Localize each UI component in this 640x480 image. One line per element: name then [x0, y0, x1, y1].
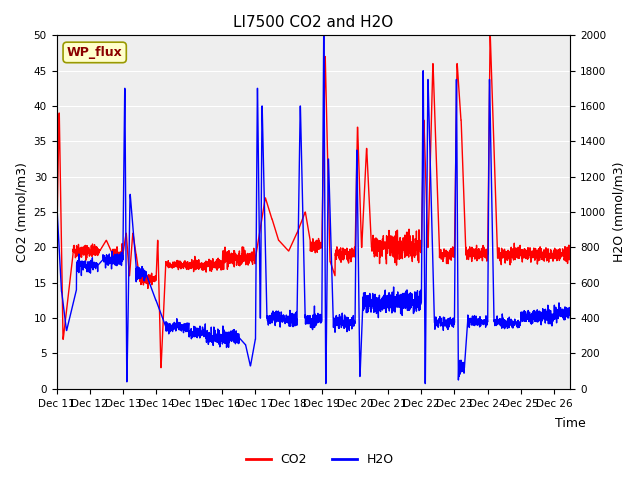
X-axis label: Time: Time	[555, 417, 586, 430]
H2O	[502, 318, 509, 324]
CO2	[566, 252, 574, 257]
H2O	[111, 262, 119, 268]
Title: LI7500 CO2 and H2O: LI7500 CO2 and H2O	[234, 15, 394, 30]
CO2	[557, 254, 564, 260]
Legend: CO2, H2O: CO2, H2O	[241, 448, 399, 471]
Line: CO2: CO2	[56, 36, 570, 368]
Line: H2O: H2O	[56, 36, 570, 384]
CO2	[486, 33, 494, 38]
CO2	[157, 365, 164, 371]
CO2	[272, 229, 280, 235]
H2O	[272, 315, 280, 321]
Text: WP_flux: WP_flux	[67, 46, 122, 59]
Y-axis label: H2O (mmol/m3): H2O (mmol/m3)	[612, 162, 625, 263]
H2O	[566, 315, 574, 321]
CO2	[52, 252, 60, 257]
CO2	[142, 275, 150, 281]
H2O	[322, 381, 330, 386]
H2O	[557, 308, 564, 314]
Y-axis label: CO2 (mmol/m3): CO2 (mmol/m3)	[15, 162, 28, 262]
H2O	[250, 346, 257, 352]
CO2	[250, 245, 258, 251]
CO2	[111, 252, 119, 258]
H2O	[320, 33, 328, 38]
H2O	[52, 209, 60, 215]
CO2	[502, 249, 509, 254]
H2O	[142, 269, 150, 275]
